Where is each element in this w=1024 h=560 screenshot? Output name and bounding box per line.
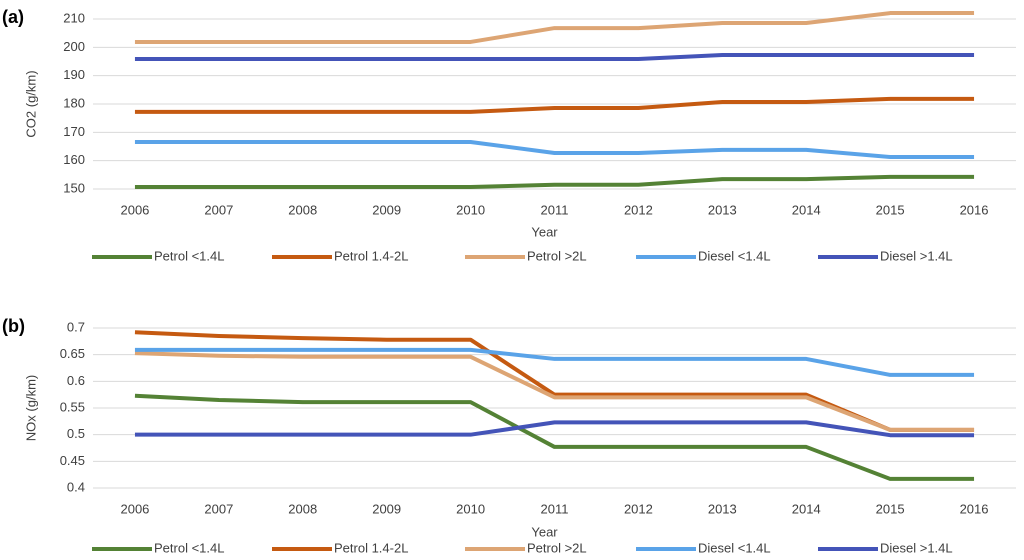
legend-label: Petrol 1.4-2L [334,540,408,555]
y-tick-label: 0.65 [60,346,85,361]
legend-label: Diesel >1.4L [880,248,953,263]
x-axis-title: Year [531,224,558,239]
legend-label: Diesel >1.4L [880,540,953,555]
panel-label: (a) [2,7,24,27]
y-axis-title: NOx (g/km) [23,375,38,441]
x-tick-label: 2010 [456,202,485,217]
series-line [134,96,975,114]
x-tick-label: 2011 [541,202,569,217]
series-line [134,420,975,438]
x-tick-label: 2016 [960,501,989,516]
legend-label: Petrol 1.4-2L [334,248,408,263]
legend-label: Petrol >2L [527,248,587,263]
x-tick-label: 2006 [120,202,149,217]
x-tick-label: 2009 [372,202,401,217]
x-tick-label: 2006 [120,501,149,516]
y-tick-label: 200 [63,39,85,54]
x-tick-label: 2008 [288,501,317,516]
x-tick-label: 2009 [372,501,401,516]
legend-label: Diesel <1.4L [698,540,771,555]
y-tick-label: 0.45 [60,453,85,468]
series-line [134,139,975,159]
legend-label: Diesel <1.4L [698,248,771,263]
y-tick-label: 0.5 [67,426,85,441]
series-line [134,347,975,377]
x-tick-label: 2012 [624,202,653,217]
y-tick-label: 180 [63,95,85,110]
y-tick-label: 0.6 [67,373,85,388]
legend-label: Petrol >2L [527,540,587,555]
x-tick-label: 2007 [204,501,233,516]
x-tick-label: 2016 [960,202,989,217]
y-tick-label: 0.55 [60,399,85,414]
legend-label: Petrol <1.4L [154,248,224,263]
x-axis-title: Year [531,524,558,539]
y-tick-label: 190 [63,67,85,82]
legend-label: Petrol <1.4L [154,540,224,555]
y-tick-label: 0.4 [67,479,85,494]
y-axis-title: CO2 (g/km) [23,70,38,137]
x-tick-label: 2014 [792,202,821,217]
y-tick-label: 210 [63,10,85,25]
x-tick-label: 2014 [792,501,821,516]
y-tick-label: 0.7 [67,319,85,334]
x-tick-label: 2013 [708,501,737,516]
series-line [134,52,975,61]
x-tick-label: 2010 [456,501,485,516]
x-tick-label: 2007 [204,202,233,217]
x-tick-label: 2008 [288,202,317,217]
x-tick-label: 2011 [541,501,569,516]
series-line [134,351,975,432]
series-line [134,393,975,481]
x-tick-label: 2015 [876,202,905,217]
y-tick-label: 160 [63,152,85,167]
panel-label: (b) [2,316,25,336]
x-tick-label: 2013 [708,202,737,217]
y-tick-label: 170 [63,124,85,139]
x-tick-label: 2012 [624,501,653,516]
series-line [134,174,975,190]
x-tick-label: 2015 [876,501,905,516]
series-line [134,11,975,44]
y-tick-label: 150 [63,180,85,195]
